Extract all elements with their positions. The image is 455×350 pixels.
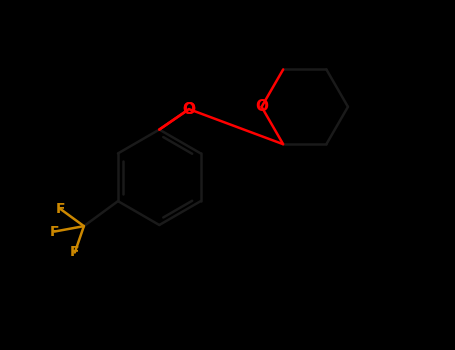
Text: F: F bbox=[70, 245, 80, 259]
Text: O: O bbox=[255, 99, 268, 114]
Text: F: F bbox=[50, 225, 59, 239]
Text: F: F bbox=[56, 202, 65, 216]
Text: O: O bbox=[182, 102, 195, 117]
Text: O: O bbox=[182, 102, 195, 117]
